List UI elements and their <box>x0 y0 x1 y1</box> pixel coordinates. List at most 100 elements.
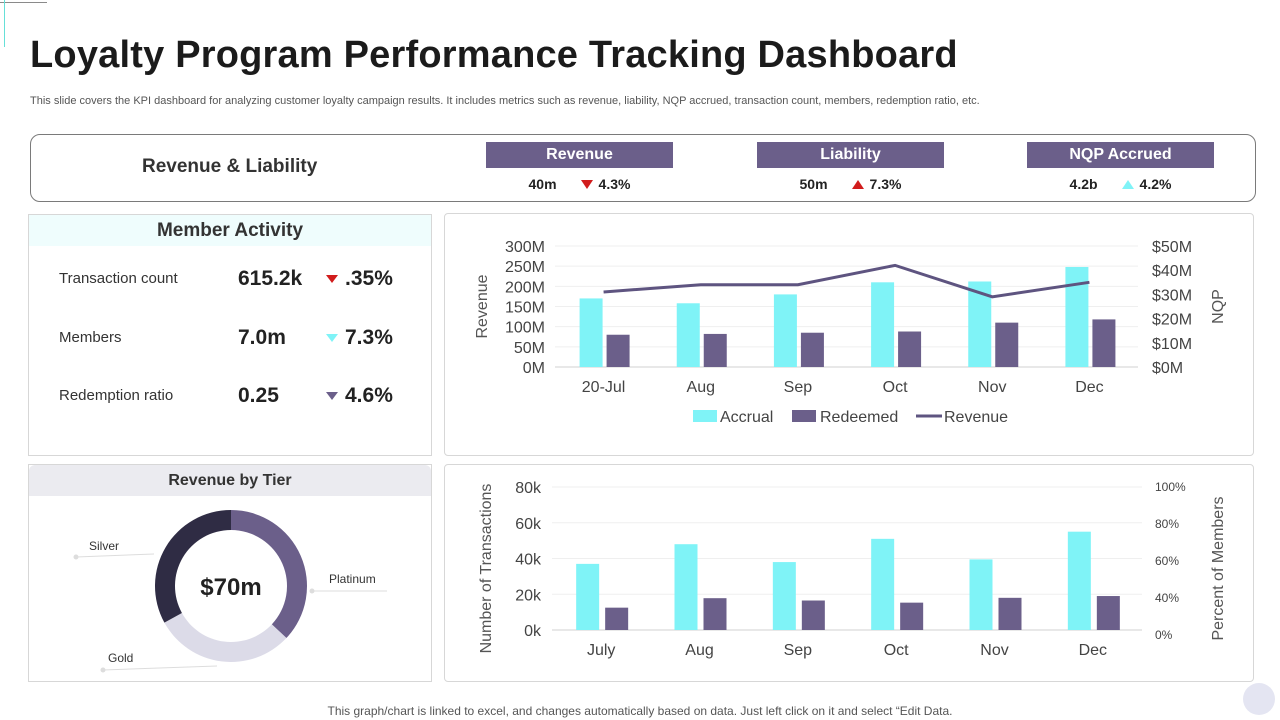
corner-decoration-circle <box>1243 683 1275 715</box>
y2-tick-label: $40M <box>1152 263 1192 280</box>
accrual-redeemed-revenue-chart: 0M 50M 100M 150M 200M 250M 300M $0M $10M $20M $30M… <box>474 239 1227 426</box>
metric-value: 0.25 <box>238 384 279 407</box>
metric-value: 615.2k <box>238 267 303 290</box>
x-tick-label: Nov <box>978 379 1006 396</box>
y2-tick-label: $30M <box>1152 287 1192 304</box>
revenue-by-tier-panel: Revenue by Tier $70m Silver Platinum Gold <box>28 464 432 682</box>
transactions-bar <box>1067 531 1091 630</box>
x-tick-label: Sep <box>784 379 813 396</box>
legend-swatch-accrual <box>693 410 717 422</box>
transactions-members-chart: 0k 20k 40k 60k 80k 0% 40% 60% 80% 100% July Aug Sep O… <box>478 480 1227 659</box>
y2-tick-label: 40% <box>1155 591 1179 605</box>
donut-leader-line <box>102 665 218 671</box>
members-bar <box>801 600 825 630</box>
y-tick-label: 250M <box>505 259 545 276</box>
donut-leader-dot <box>73 554 79 560</box>
transactions-members-chart-panel: 0k 20k 40k 60k 80k 0% 40% 60% 80% 100% July Aug Sep O… <box>444 464 1254 682</box>
accrual-bar <box>968 281 992 367</box>
x-tick-label: 20-Jul <box>582 379 626 396</box>
donut-label-gold: Gold <box>108 651 133 665</box>
legend-label-revenue: Revenue <box>944 409 1008 426</box>
donut-center-label: $70m <box>200 574 261 601</box>
footer-note: This graph/chart is linked to excel, and… <box>327 704 953 718</box>
x-tick-label: Oct <box>883 379 908 396</box>
kpi-nqp-accrued: NQP Accrued 4.2b 4.2% <box>1027 142 1214 192</box>
kpi-revenue: Revenue 40m 4.3% <box>486 142 673 192</box>
x-tick-label: Aug <box>685 642 713 659</box>
kpi-nqp-change: 4.2% <box>1139 176 1172 192</box>
revenue-liability-heading: Revenue & Liability <box>142 156 318 177</box>
donut-slice-silver <box>155 510 231 623</box>
down-arrow-icon <box>326 275 338 283</box>
transactions-bar <box>871 538 895 630</box>
metric-label: Members <box>59 329 122 346</box>
revenue-by-tier-title: Revenue by Tier <box>29 465 431 496</box>
x-tick-label: July <box>587 642 615 659</box>
donut-leader-line <box>75 553 155 558</box>
donut-leader-dot <box>309 588 315 594</box>
page-subtitle: This slide covers the KPI dashboard for … <box>30 95 980 107</box>
y-tick-label: 200M <box>505 279 545 296</box>
accrual-bar <box>871 282 895 367</box>
corner-accent-line-vertical <box>4 0 5 47</box>
revenue-line <box>603 263 1090 299</box>
y2-tick-label: 80% <box>1155 517 1179 531</box>
y2-axis-title: Percent of Members <box>1210 496 1227 640</box>
legend-label-redeemed: Redeemed <box>820 409 898 426</box>
revenue-liability-panel: Revenue & Liability Revenue 40m 4.3% Lia… <box>30 134 1256 202</box>
metric-redemption-ratio: Redemption ratio 0.25 4.6% <box>59 382 419 412</box>
y-tick-label: 20k <box>515 587 542 604</box>
corner-accent-line <box>0 2 47 3</box>
accrual-redeemed-revenue-chart-panel: 0M 50M 100M 150M 200M 250M 300M $0M $10M $20M $30M… <box>444 213 1254 456</box>
redeemed-bar <box>800 332 824 367</box>
donut-slice-platinum <box>231 510 307 639</box>
y-axis-title: Number of Transactions <box>478 484 495 654</box>
members-bar <box>605 607 629 630</box>
legend-label-accrual: Accrual <box>720 409 773 426</box>
donut-slice-gold <box>164 612 287 662</box>
kpi-liability-label: Liability <box>757 142 944 168</box>
y2-tick-label: 100% <box>1155 480 1186 494</box>
redeemed-bar <box>1092 319 1116 367</box>
metric-change: .35% <box>345 267 393 290</box>
accrual-bar <box>676 303 700 367</box>
x-tick-label: Sep <box>784 642 813 659</box>
y-tick-label: 150M <box>505 300 545 317</box>
x-tick-label: Dec <box>1079 642 1107 659</box>
transactions-bar <box>576 563 600 630</box>
y2-tick-label: $10M <box>1152 336 1192 353</box>
accrual-bar <box>579 298 603 367</box>
kpi-revenue-change: 4.3% <box>598 176 631 192</box>
redeemed-bar <box>898 331 922 367</box>
down-arrow-icon <box>580 179 593 189</box>
kpi-liability-value: 50m <box>799 176 828 192</box>
y2-tick-label: $0M <box>1152 360 1183 377</box>
kpi-revenue-label: Revenue <box>486 142 673 168</box>
up-arrow-icon <box>851 179 864 189</box>
x-tick-label: Aug <box>687 379 715 396</box>
y-axis-title: Revenue <box>474 274 491 338</box>
redeemed-bar <box>703 333 727 367</box>
transactions-bar <box>969 559 993 630</box>
redeemed-bar <box>606 334 630 367</box>
transactions-bar <box>674 544 698 630</box>
y2-tick-label: 60% <box>1155 554 1179 568</box>
y-tick-label: 100M <box>505 320 545 337</box>
down-arrow-icon <box>326 392 338 400</box>
y2-tick-label: $20M <box>1152 312 1192 329</box>
member-activity-panel: Member Activity Transaction count 615.2k… <box>28 214 432 456</box>
y2-tick-label: 0% <box>1155 628 1173 642</box>
y-tick-label: 300M <box>505 239 545 256</box>
revenue-by-tier-donut: $70m Silver Platinum Gold <box>73 510 387 673</box>
metric-label: Transaction count <box>59 270 178 287</box>
members-bar <box>998 597 1022 630</box>
kpi-liability: Liability 50m 7.3% <box>757 142 944 192</box>
metric-label: Redemption ratio <box>59 387 174 404</box>
legend-swatch-redeemed <box>792 410 816 422</box>
metric-change: 7.3% <box>345 326 393 349</box>
members-bar <box>703 598 727 630</box>
accrual-bar <box>1065 266 1089 367</box>
donut-label-silver: Silver <box>89 539 119 553</box>
donut-leader-dot <box>100 667 106 673</box>
metric-members: Members 7.0m 7.3% <box>59 324 419 354</box>
